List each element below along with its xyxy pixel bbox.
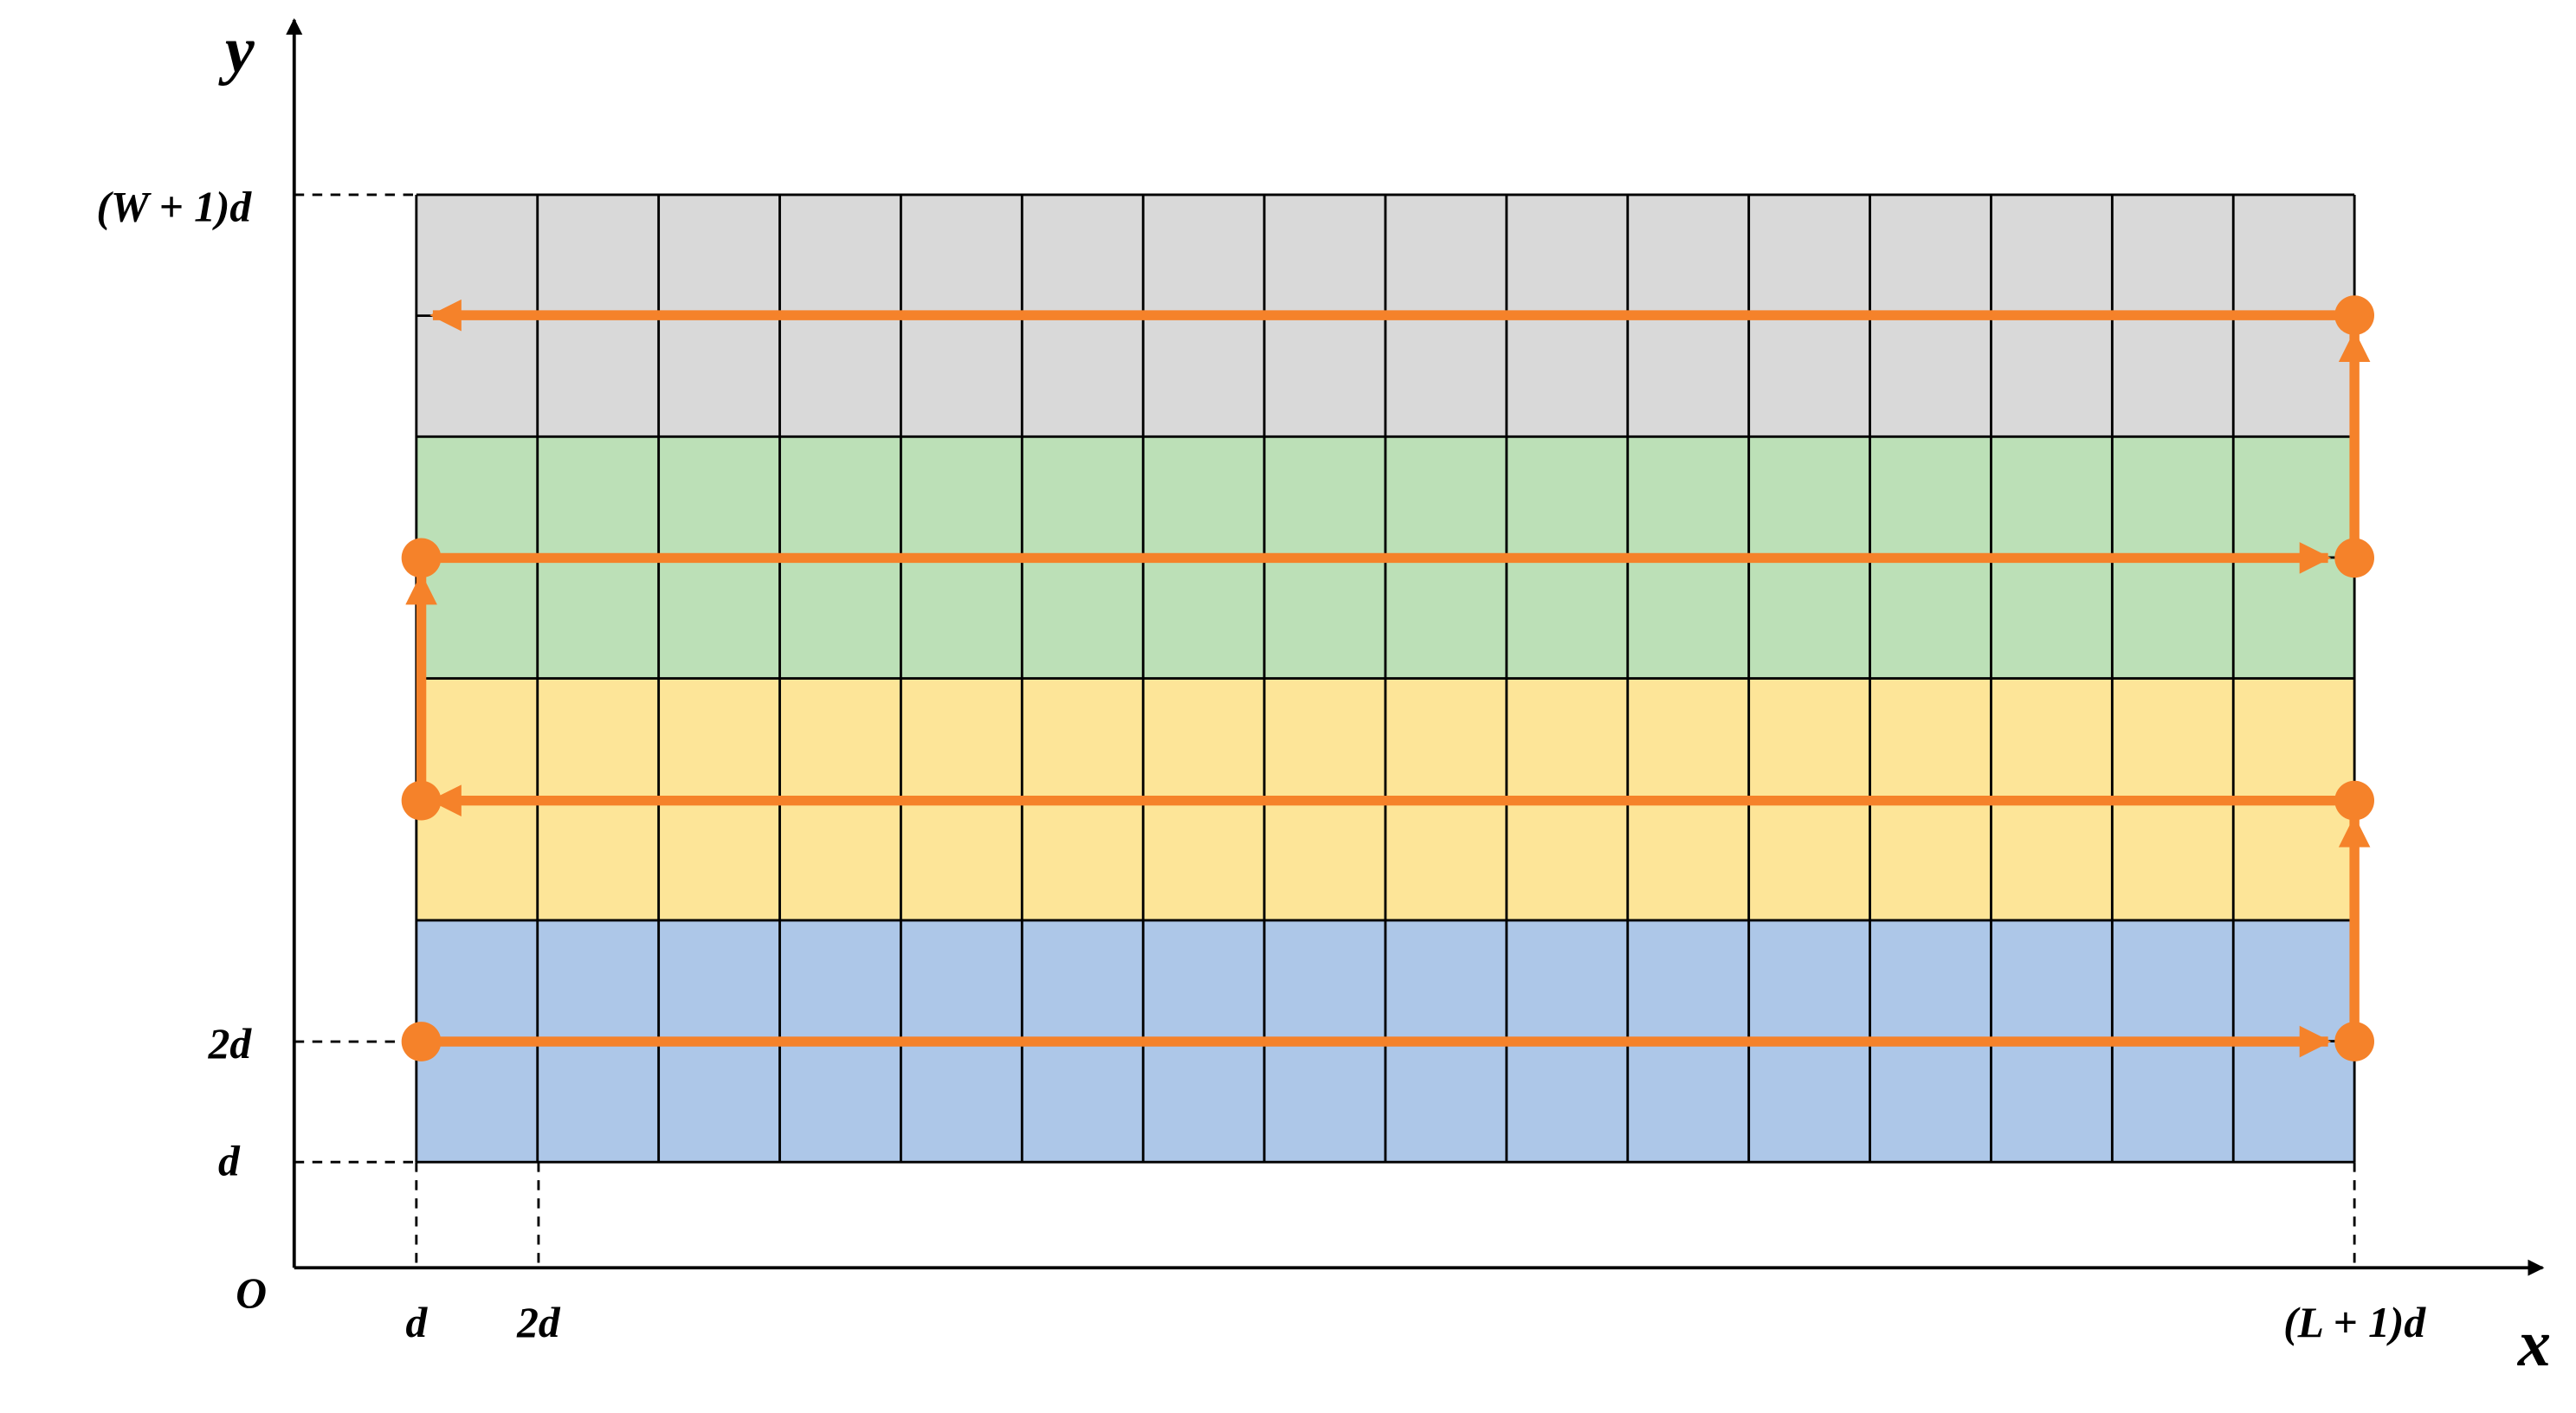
x-tick-label: 2d	[516, 1299, 561, 1346]
y-tick-label: d	[218, 1137, 241, 1184]
waypoints	[401, 295, 2375, 1061]
x-axis-label: x	[2517, 1307, 2551, 1380]
y-tick-label: 2d	[208, 1020, 253, 1068]
x-tick-label: d	[405, 1299, 428, 1346]
y-axis-label: y	[218, 13, 255, 86]
y-tick-label: (W + 1)d	[96, 183, 252, 230]
guides	[294, 193, 2356, 1268]
scan-path	[405, 299, 2371, 1058]
x-tick-label: (L + 1)d	[2283, 1299, 2426, 1346]
origin-label: O	[236, 1269, 267, 1317]
